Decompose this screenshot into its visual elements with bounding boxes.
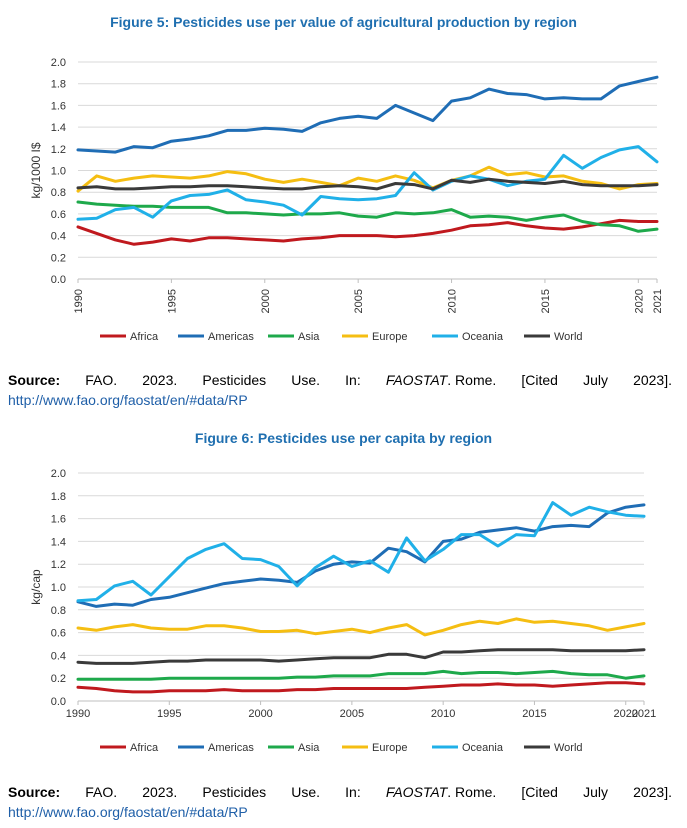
figure-5-chart: 0.0 0.2 0.4 0.6 0.8 1.0 1.2 1.4 1.6 1.8 2.0 1990 199…	[29, 57, 664, 343]
x-tick-label: 2005	[340, 708, 364, 720]
source-word: July	[583, 784, 608, 800]
legend-label-world: World	[554, 331, 583, 343]
legend-label-africa: Africa	[130, 331, 159, 343]
source-word: 2023.	[142, 372, 178, 388]
x-tick-label: 1995	[157, 708, 181, 720]
series-line-asia	[76, 200, 659, 233]
legend-label-world: World	[554, 742, 583, 754]
source-word: [Cited	[521, 784, 558, 800]
figure-5-title: Figure 5: Pesticides use per value of ag…	[110, 14, 577, 30]
y-tick-label: 0.6	[51, 209, 66, 221]
figure-6-title: Figure 6: Pesticides use per capita by r…	[194, 430, 493, 446]
y-tick-label: 1.4	[51, 122, 66, 134]
x-tick-label: 2021	[632, 708, 656, 720]
source-word: Use.	[291, 784, 321, 800]
legend-label-asia: Asia	[298, 742, 320, 754]
source-word: Pesticides	[202, 372, 267, 388]
y-tick-label: 1.8	[51, 79, 66, 91]
y-tick-label: 1.4	[51, 536, 66, 548]
series-line-world	[76, 648, 646, 665]
x-tick-label: 2000	[260, 289, 272, 313]
source-word: July	[583, 372, 608, 388]
legend-label-oceania: Oceania	[462, 742, 504, 754]
legend-label-europe: Europe	[372, 742, 407, 754]
y-tick-label: 0.0	[51, 696, 66, 708]
source-note-2: Source: FAO. 2023. Pesticides Use. In: F…	[8, 782, 672, 822]
y-axis-label: kg/cap	[29, 569, 43, 605]
source-word: [Cited	[521, 372, 558, 388]
legend-label-americas: Americas	[208, 742, 254, 754]
y-tick-label: 1.6	[51, 514, 66, 526]
x-tick-label: 1995	[166, 289, 178, 313]
y-tick-label: 0.0	[51, 274, 66, 286]
x-tick-label: 2010	[431, 708, 455, 720]
legend-label-americas: Americas	[208, 331, 254, 343]
source-line: Source: FAO. 2023. Pesticides Use. In: F…	[8, 782, 672, 802]
y-tick-label: 1.0	[51, 582, 66, 594]
y-tick-label: 0.4	[51, 650, 66, 662]
legend-label-africa: Africa	[130, 742, 159, 754]
source-label: Source:	[8, 784, 61, 800]
y-tick-label: 0.8	[51, 187, 66, 199]
source-url-link[interactable]: http://www.fao.org/faostat/en/#data/RP	[8, 804, 248, 820]
y-tick-label: 1.8	[51, 491, 66, 503]
source-url-link[interactable]: http://www.fao.org/faostat/en/#data/RP	[8, 392, 248, 408]
y-tick-label: 1.2	[51, 559, 66, 571]
series-line-africa	[76, 681, 646, 694]
y-axis-label: kg/1000 I$	[29, 142, 43, 198]
x-tick-label: 2000	[248, 708, 272, 720]
series-line-africa	[76, 218, 659, 246]
source-database: FAOSTAT. Rome.	[385, 784, 497, 800]
series-line-europe	[76, 617, 646, 637]
x-tick-label: 2020	[613, 708, 637, 720]
y-tick-label: 0.2	[51, 673, 66, 685]
source-word: 2023].	[633, 372, 672, 388]
source-word: 2023.	[142, 784, 178, 800]
series-line-asia	[76, 669, 646, 681]
series-line-americas	[76, 503, 646, 608]
source-word: In:	[345, 784, 361, 800]
y-tick-label: 2.0	[51, 57, 66, 69]
source-word: Pesticides	[202, 784, 267, 800]
source-database: FAOSTAT. Rome.	[385, 372, 497, 388]
source-word: In:	[345, 372, 361, 388]
source-word: Use.	[291, 372, 321, 388]
y-tick-label: 1.2	[51, 144, 66, 156]
y-tick-label: 1.6	[51, 100, 66, 112]
source-note-1: Source: FAO. 2023. Pesticides Use. In: F…	[8, 370, 672, 410]
figure-6-chart: 0.0 0.2 0.4 0.6 0.8 1.0 1.2 1.4 1.6 1.8 2.0 1990 199…	[29, 468, 656, 754]
legend-label-oceania: Oceania	[462, 331, 504, 343]
x-tick-label: 1990	[66, 708, 90, 720]
x-tick-label: 2020	[633, 289, 645, 313]
series-line-oceania	[76, 145, 659, 221]
source-word: FAO.	[85, 372, 118, 388]
y-tick-label: 0.4	[51, 231, 66, 243]
source-line: Source: FAO. 2023. Pesticides Use. In: F…	[8, 370, 672, 390]
source-label: Source:	[8, 372, 61, 388]
x-tick-label: 2015	[540, 289, 552, 313]
series-line-oceania	[76, 501, 646, 603]
y-tick-label: 1.0	[51, 166, 66, 178]
y-tick-label: 2.0	[51, 468, 66, 480]
legend-label-asia: Asia	[298, 331, 320, 343]
series-line-americas	[76, 75, 659, 154]
source-word: FAO.	[85, 784, 118, 800]
x-tick-label: 1990	[73, 289, 85, 313]
series-line-world	[76, 177, 659, 191]
y-tick-label: 0.2	[51, 252, 66, 264]
source-word: 2023].	[633, 784, 672, 800]
x-tick-label: 2010	[447, 289, 459, 313]
x-tick-label: 2015	[522, 708, 546, 720]
x-tick-label: 2021	[652, 289, 664, 313]
y-tick-label: 0.8	[51, 605, 66, 617]
x-tick-label: 2005	[353, 289, 365, 313]
legend-label-europe: Europe	[372, 331, 407, 343]
series-line-europe	[76, 165, 659, 193]
y-tick-label: 0.6	[51, 628, 66, 640]
